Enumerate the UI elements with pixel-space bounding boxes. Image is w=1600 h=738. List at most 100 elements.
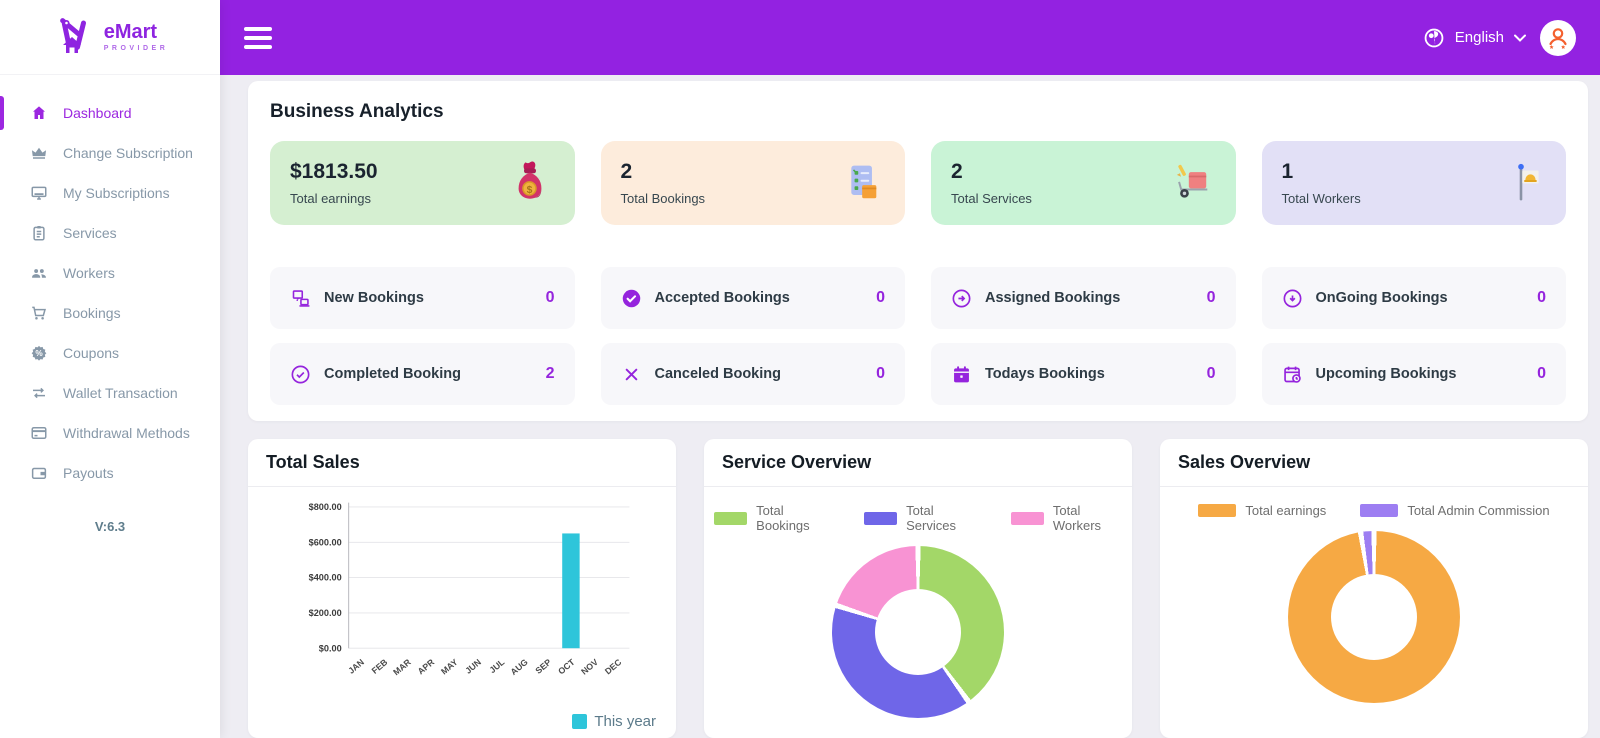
brand-logo[interactable]: eMart PROVIDER (0, 0, 220, 75)
chart-title: Service Overview (722, 452, 872, 472)
row-value: 0 (1206, 289, 1216, 306)
arrow-down-circle-icon (1283, 289, 1301, 307)
legend-swatch (1198, 504, 1237, 517)
legend-item-total-bookings[interactable]: Total Bookings (714, 503, 830, 533)
svg-text:JUL: JUL (487, 656, 507, 675)
row-label: New Bookings (324, 290, 424, 306)
calendar-filled-icon (954, 365, 969, 382)
x-mark-icon (625, 368, 637, 380)
page-title: Business Analytics (270, 101, 444, 122)
legend-label: This year (594, 713, 656, 730)
svg-text:DEC: DEC (603, 656, 624, 676)
business-analytics-panel: Business Analytics $1813.50 Total earnin… (248, 81, 1588, 421)
svg-text:$400.00: $400.00 (309, 573, 342, 583)
sidebar-item-coupons[interactable]: % Coupons (0, 333, 220, 373)
people-icon (32, 269, 46, 278)
home-icon (33, 106, 45, 119)
row-label: OnGoing Bookings (1315, 290, 1448, 306)
legend-item-total-services[interactable]: Total Services (863, 503, 977, 533)
top-header-bar: English (220, 0, 1600, 75)
sales-overview-card: Sales Overview Total earnings Total Admi… (1160, 439, 1588, 738)
svg-text:MAY: MAY (439, 657, 460, 677)
stat-label: Total earnings (290, 191, 371, 206)
sidebar-item-label: My Subscriptions (63, 185, 170, 201)
devices-icon (292, 289, 310, 307)
sidebar-item-change-subscription[interactable]: Change Subscription (0, 133, 220, 173)
chart-title: Sales Overview (1178, 452, 1311, 472)
svg-text:%: % (35, 349, 43, 358)
sidebar-item-services[interactable]: Services (0, 213, 220, 253)
stat-row-canceled-booking: Canceled Booking 0 (600, 343, 905, 405)
sidebar-item-label: Coupons (63, 345, 120, 361)
legend-item-total-workers[interactable]: Total Workers (1010, 503, 1122, 533)
clipboard-icon (33, 225, 45, 241)
sidebar-nav: Dashboard Change Subscription My Subscri… (0, 75, 220, 493)
sidebar-item-label: Services (63, 225, 117, 241)
svg-text:MAR: MAR (391, 656, 413, 677)
app-version: V:6.3 (94, 519, 126, 534)
sidebar-item-label: Bookings (63, 305, 121, 321)
total-sales-chart: $0.00 $200.00 $400.00 $600.00 $800.00 JAN FEB M… (248, 487, 676, 738)
svg-text:AUG: AUG (509, 657, 530, 677)
sidebar-item-label: Payouts (63, 465, 114, 481)
svg-text:JUN: JUN (463, 657, 483, 676)
row-value: 0 (1537, 289, 1546, 306)
legend-item-this-year[interactable]: This year (572, 713, 656, 730)
chevron-down-icon (1514, 34, 1526, 42)
legend-label: Total Bookings (756, 503, 810, 533)
stat-label: Total Bookings (620, 191, 706, 206)
sidebar-item-wallet-transaction[interactable]: Wallet Transaction (0, 373, 220, 413)
sidebar-item-workers[interactable]: Workers (0, 253, 220, 293)
globe-icon (1424, 28, 1444, 47)
row-value: 0 (545, 289, 555, 306)
sidebar-item-payouts[interactable]: Payouts (0, 453, 220, 493)
stat-row-accepted-bookings: Accepted Bookings 0 (600, 267, 905, 329)
legend-swatch (863, 511, 898, 525)
booking-checklist-icon (851, 165, 877, 199)
sidebar-item-my-subscriptions[interactable]: My Subscriptions (0, 173, 220, 213)
crown-icon (31, 147, 47, 159)
svg-text:$800.00: $800.00 (309, 502, 342, 512)
row-label: Upcoming Bookings (1315, 366, 1457, 382)
main-content: Business Analytics $1813.50 Total earnin… (220, 75, 1600, 738)
worker-flag-icon (1518, 163, 1539, 201)
sidebar-item-withdrawal-methods[interactable]: Withdrawal Methods (0, 413, 220, 453)
row-label: Completed Booking (324, 366, 461, 382)
stat-label: Total Workers (1281, 191, 1361, 206)
row-value: 2 (545, 365, 555, 382)
transfer-arrows-icon (33, 387, 45, 399)
stat-row-new-bookings: New Bookings 0 (270, 267, 575, 329)
sidebar-item-label: Withdrawal Methods (63, 425, 190, 441)
cart-icon (32, 306, 46, 320)
row-value: 0 (876, 289, 885, 306)
sales-overview-chart: Total earnings Total Admin Commission (1160, 487, 1588, 738)
charts-row: Total Sales $0.00 $200.00 $400.00 $600.00 $8… (248, 439, 1588, 738)
arrow-right-circle-icon (952, 289, 971, 307)
stat-value: $1813.50 (290, 160, 378, 183)
legend-label: Total Services (906, 503, 956, 533)
stat-card-total-workers: 1 Total Workers (1261, 141, 1566, 225)
pie-legend: Total earnings Total Admin Commission (1170, 503, 1578, 518)
legend-item-total-earnings[interactable]: Total earnings (1198, 503, 1326, 518)
wallet-icon (31, 467, 47, 479)
stat-row-completed-booking: Completed Booking 2 (270, 343, 575, 405)
sidebar-item-bookings[interactable]: Bookings (0, 293, 220, 333)
user-avatar[interactable] (1540, 19, 1576, 56)
sidebar-item-dashboard[interactable]: Dashboard (0, 93, 220, 133)
stat-card-total-bookings: 2 Total Bookings (600, 141, 905, 225)
legend-swatch (1360, 504, 1399, 517)
hamburger-menu-button[interactable] (244, 26, 272, 49)
svg-text:JAN: JAN (346, 657, 366, 676)
row-label: Todays Bookings (985, 366, 1105, 382)
brand-tagline: PROVIDER (103, 45, 169, 52)
legend-item-total-admin-commission[interactable]: Total Admin Commission (1360, 503, 1550, 518)
calendar-clock-icon (1283, 366, 1301, 383)
brand-name: eMart (103, 21, 158, 43)
svg-text:$: $ (526, 185, 532, 196)
language-selector[interactable]: English (1423, 27, 1526, 49)
pie-legend: Total Bookings Total Services Total Work… (714, 503, 1122, 533)
stat-row-todays-bookings: Todays Bookings 0 (931, 343, 1236, 405)
svg-text:FEB: FEB (370, 657, 390, 676)
legend-label: Total Admin Commission (1407, 503, 1550, 518)
